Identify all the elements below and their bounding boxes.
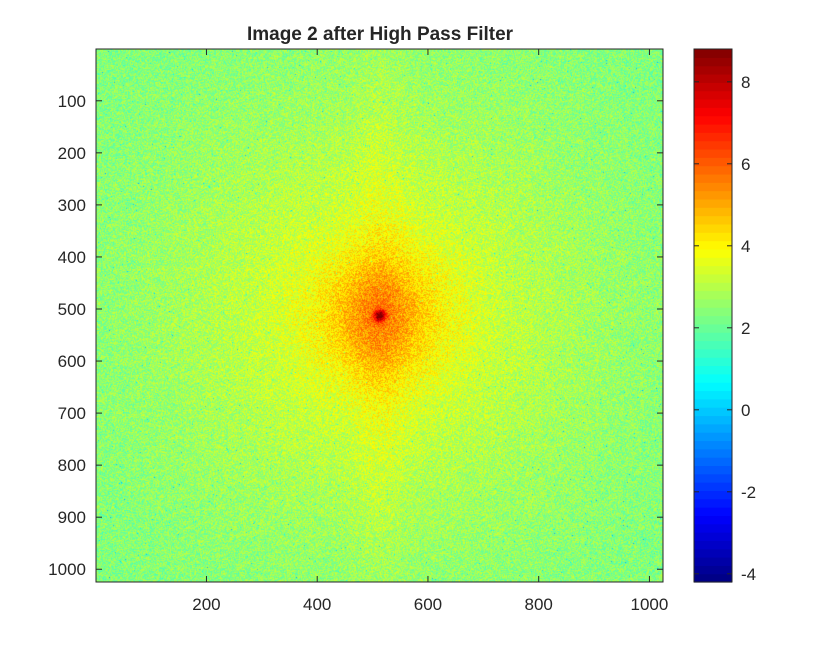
colorbar-swatch — [694, 523, 732, 533]
colorbar-swatch — [694, 182, 732, 192]
x-tick-label: 1000 — [631, 595, 669, 614]
colorbar-swatch — [694, 365, 732, 375]
colorbar-swatch — [694, 282, 732, 292]
colorbar-swatch — [694, 548, 732, 558]
colorbar-swatch — [694, 507, 732, 516]
colorbar-swatch — [694, 307, 732, 317]
colorbar-swatch — [694, 465, 732, 475]
colorbar-tick-label: 2 — [741, 319, 750, 338]
heatmap-image — [96, 49, 663, 582]
colorbar-swatch — [694, 123, 732, 133]
y-tick-label: 800 — [58, 456, 86, 475]
colorbar-swatch — [694, 290, 732, 300]
y-axis: 100 200 300 400 500 600 700 800 900 1000 — [48, 92, 663, 579]
y-tick-label: 700 — [58, 404, 86, 423]
x-tick-label: 400 — [303, 595, 331, 614]
colorbar-swatch — [694, 532, 732, 541]
y-tick-label: 900 — [58, 508, 86, 527]
colorbar-frame — [693, 48, 733, 583]
colorbar-tick-label: 0 — [741, 401, 750, 420]
colorbar-swatch — [694, 90, 732, 100]
colorbar-axis: -4 -2 0 2 4 6 8 — [694, 73, 756, 584]
y-tick-label: 200 — [58, 144, 86, 163]
colorbar-swatch — [694, 82, 732, 92]
y-tick-label: 600 — [58, 352, 86, 371]
colorbar-swatch — [694, 473, 732, 483]
colorbar — [694, 49, 732, 583]
plot-frame — [95, 48, 664, 583]
colorbar-swatch — [694, 448, 732, 458]
colorbar-swatch — [694, 248, 732, 258]
y-tick-label: 500 — [58, 300, 86, 319]
colorbar-swatch — [694, 573, 732, 583]
colorbar-tick-label: 6 — [741, 155, 750, 174]
x-tick-label: 600 — [414, 595, 442, 614]
colorbar-swatch — [694, 557, 732, 566]
colorbar-swatch — [694, 107, 732, 117]
colorbar-swatch — [694, 407, 732, 417]
y-tick-label: 400 — [58, 248, 86, 267]
y-tick-label: 300 — [58, 196, 86, 215]
colorbar-swatch — [694, 340, 732, 350]
colorbar-swatch — [694, 73, 732, 83]
colorbar-swatch — [694, 190, 732, 200]
colorbar-swatch — [694, 423, 732, 433]
x-tick-label: 200 — [192, 595, 220, 614]
colorbar-swatch — [694, 457, 732, 467]
colorbar-swatch — [694, 540, 732, 550]
colorbar-swatch — [694, 132, 732, 142]
colorbar-swatch — [694, 482, 732, 491]
colorbar-tick-label: -4 — [741, 565, 756, 584]
colorbar-swatch — [694, 415, 732, 425]
colorbar-swatch — [694, 273, 732, 283]
y-tick-label: 1000 — [48, 560, 86, 579]
colorbar-swatch — [694, 265, 732, 275]
colorbar-swatch — [694, 232, 732, 242]
colorbar-swatch — [694, 432, 732, 442]
colorbar-swatch — [694, 198, 732, 208]
y-tick-label: 100 — [58, 92, 86, 111]
colorbar-swatch — [694, 157, 732, 167]
colorbar-swatch — [694, 223, 732, 233]
colorbar-swatch — [694, 565, 732, 575]
colorbar-tick-label: 4 — [741, 237, 750, 256]
colorbar-swatch — [694, 440, 732, 450]
colorbar-swatch — [694, 115, 732, 125]
colorbar-swatch — [694, 357, 732, 367]
colorbar-swatch — [694, 49, 732, 58]
colorbar-swatch — [694, 498, 732, 508]
colorbar-swatch — [694, 65, 732, 75]
colorbar-swatch — [694, 398, 732, 408]
colorbar-swatch — [694, 148, 732, 158]
colorbar-swatch — [694, 323, 732, 333]
colorbar-swatch — [694, 173, 732, 183]
colorbar-swatch — [694, 298, 732, 308]
colorbar-swatch — [694, 240, 732, 250]
colorbar-swatch — [694, 390, 732, 400]
colorbar-swatch — [694, 315, 732, 325]
colorbar-swatch — [694, 373, 732, 383]
colorbar-swatch — [694, 140, 732, 150]
x-tick-label: 800 — [525, 595, 553, 614]
colorbar-swatch — [694, 332, 732, 342]
colorbar-swatch — [694, 490, 732, 500]
colorbar-swatch — [694, 382, 732, 392]
colorbar-swatch — [694, 215, 732, 225]
chart-title: Image 2 after High Pass Filter — [247, 24, 514, 45]
x-axis: 200 400 600 800 1000 — [192, 49, 668, 614]
colorbar-swatch — [694, 515, 732, 525]
heatmap-raster — [96, 49, 663, 582]
colorbar-swatch — [694, 348, 732, 358]
colorbar-tick-label: 8 — [741, 73, 750, 92]
colorbar-swatch — [694, 57, 732, 67]
colorbar-swatch — [694, 207, 732, 217]
colorbar-swatch — [694, 165, 732, 175]
colorbar-tick-label: -2 — [741, 483, 756, 502]
colorbar-swatch — [694, 257, 732, 267]
colorbar-swatch — [694, 98, 732, 108]
